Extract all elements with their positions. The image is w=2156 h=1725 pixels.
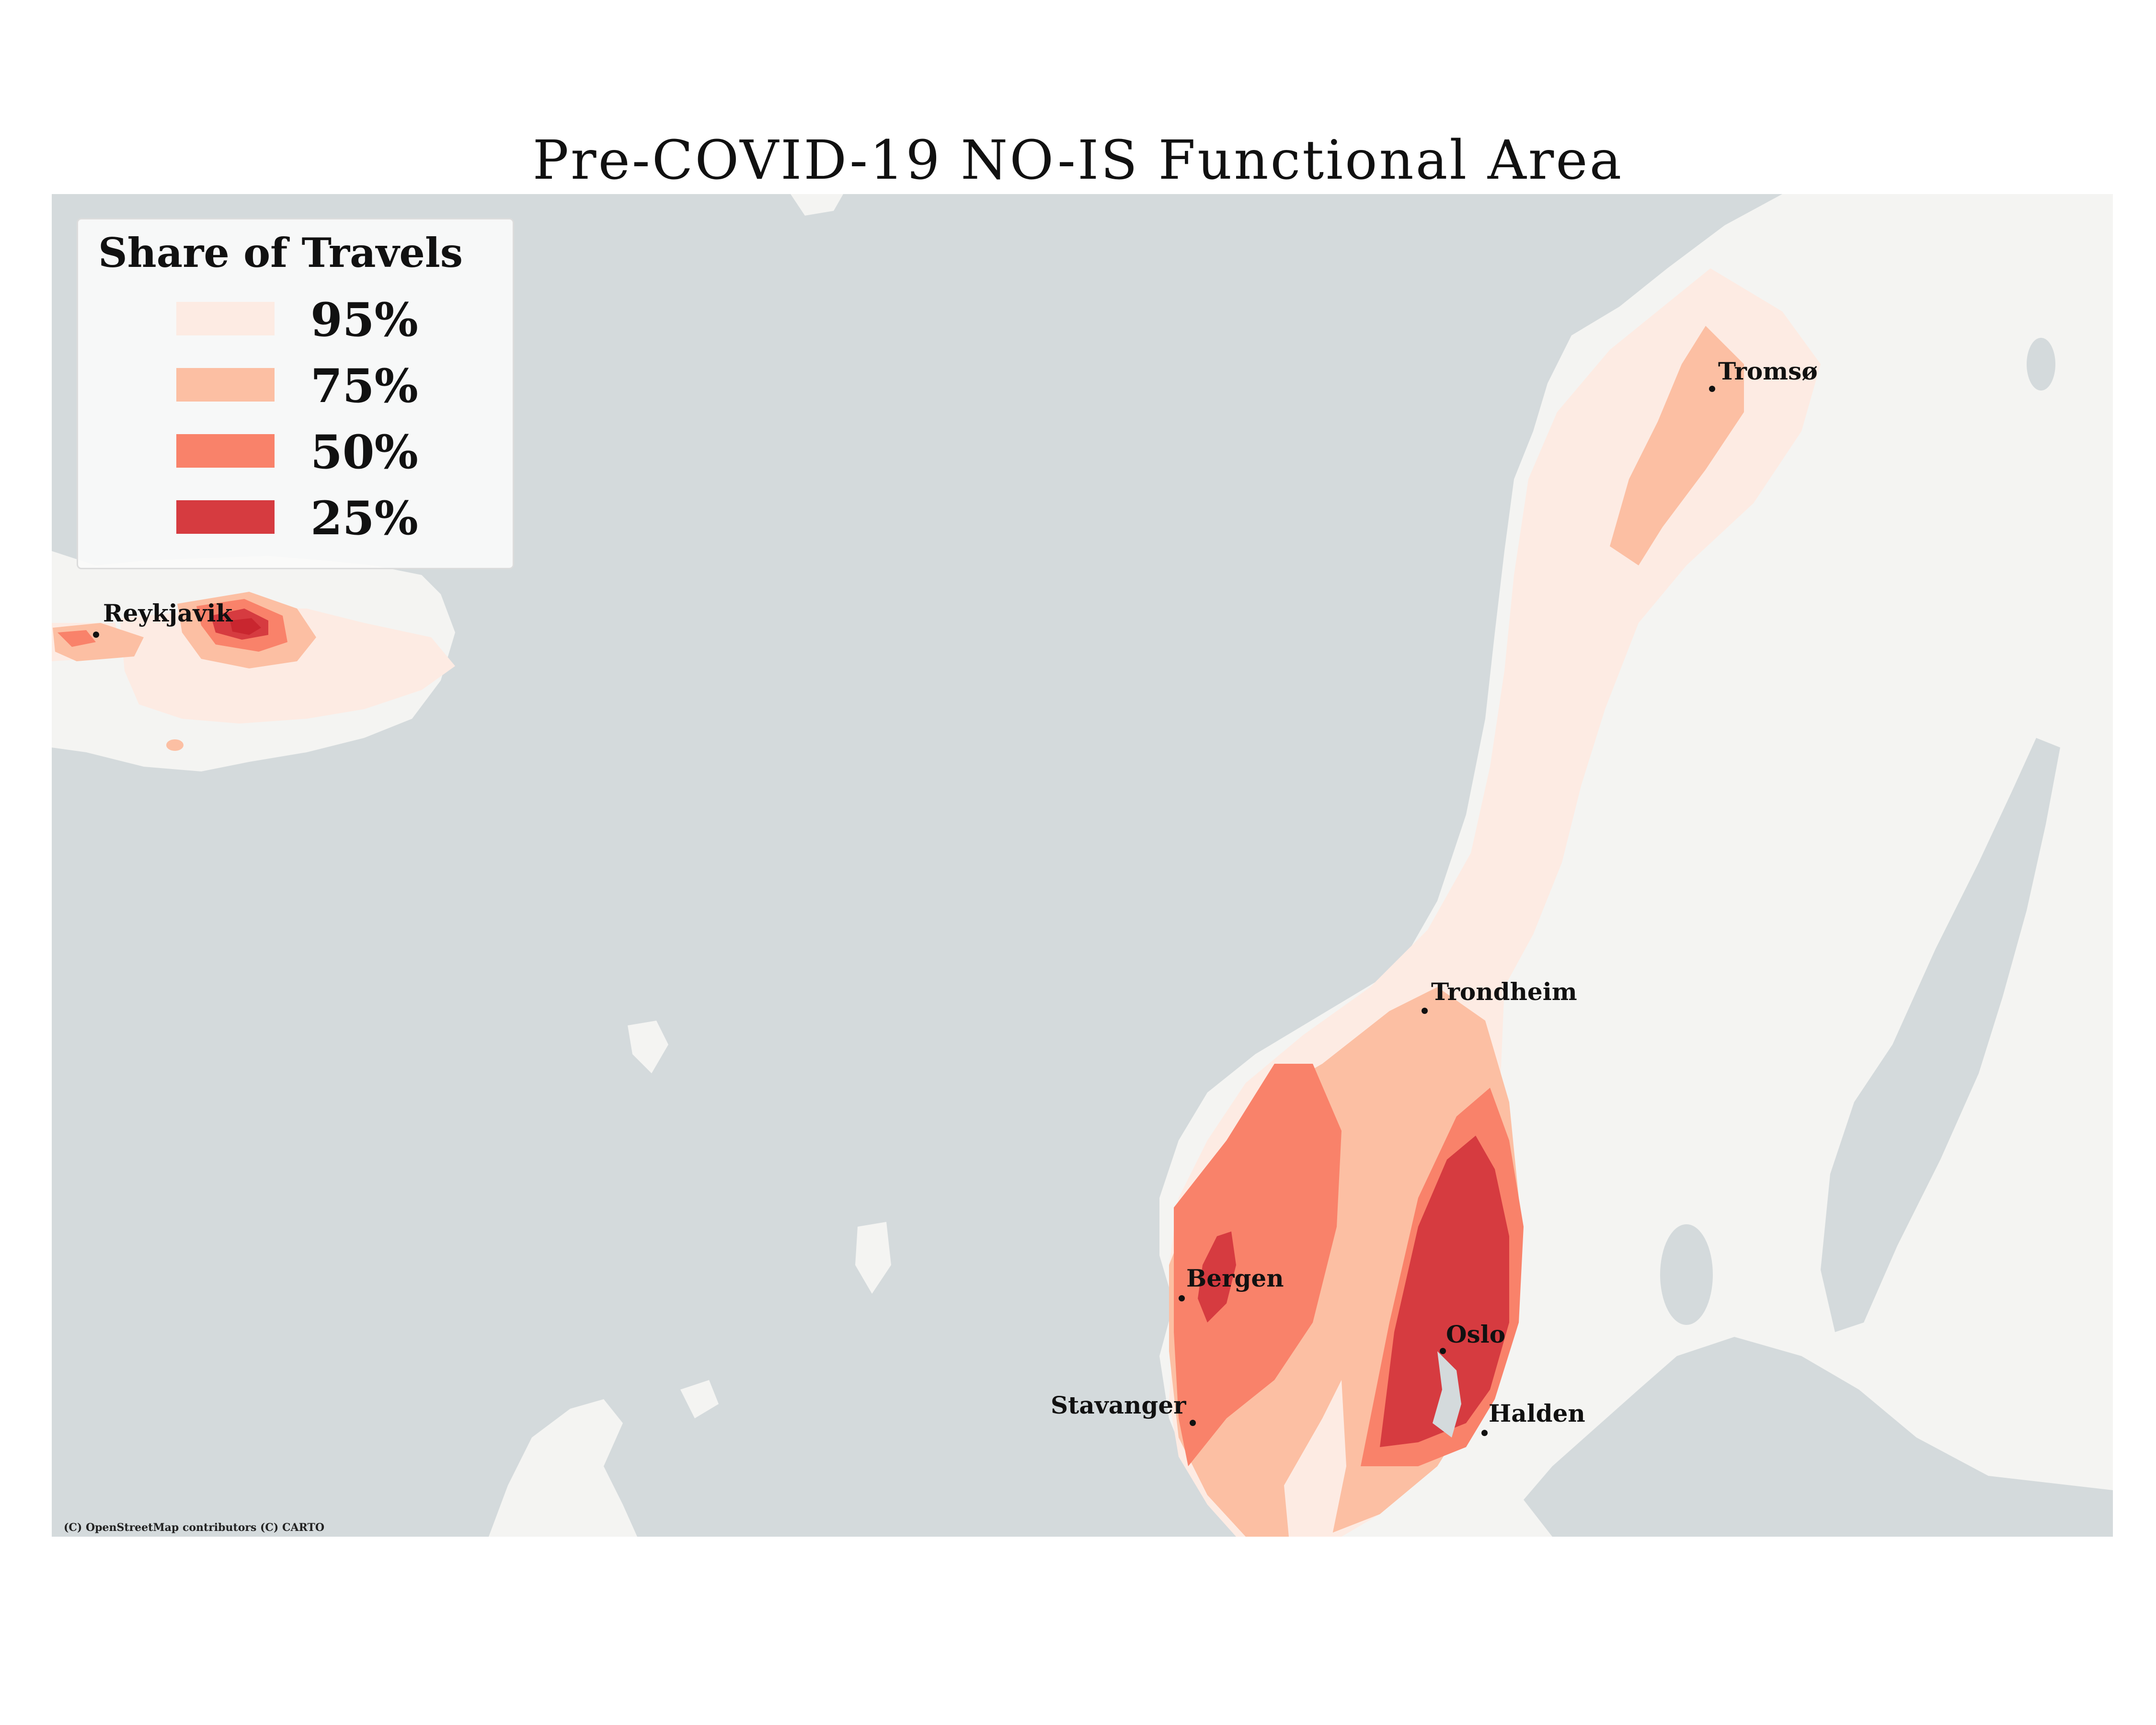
scotland-land	[489, 1399, 637, 1537]
lake	[2027, 338, 2055, 391]
city-label-stavanger: Stavanger	[1051, 1391, 1186, 1419]
city-label-reykjavik: Reykjavik	[103, 599, 233, 627]
orkney-islands	[680, 1380, 719, 1418]
city-label-halden: Halden	[1489, 1399, 1585, 1427]
legend: Share of Travels 95% 75% 50% 25%	[77, 218, 514, 569]
oslofjord	[1433, 1351, 1461, 1438]
lake	[1660, 1224, 1713, 1325]
greenland-tip	[791, 194, 843, 216]
norway-contours	[1169, 268, 1821, 1537]
legend-swatch	[176, 500, 275, 534]
city-marker-halden[interactable]	[1481, 1430, 1488, 1436]
iceland-contours	[52, 592, 455, 751]
iceland-band-25-core	[230, 618, 261, 635]
city-label-trondheim: Trondheim	[1431, 978, 1577, 1006]
norway-band-25-west	[1198, 1231, 1236, 1322]
city-label-tromso: Tromsø	[1718, 357, 1818, 385]
map-attribution: (C) OpenStreetMap contributors (C) CARTO	[64, 1521, 324, 1534]
legend-label: 75%	[310, 359, 418, 413]
city-marker-trondheim[interactable]	[1422, 1008, 1428, 1014]
legend-label: 95%	[310, 293, 418, 347]
legend-title: Share of Travels	[98, 229, 463, 276]
legend-swatch	[176, 302, 275, 335]
legend-swatch	[176, 434, 275, 468]
legend-swatch	[176, 368, 275, 402]
city-marker-reykjavik[interactable]	[93, 632, 99, 638]
city-marker-oslo[interactable]	[1440, 1348, 1446, 1354]
shetland-islands	[855, 1222, 891, 1294]
norway-band-25-east	[1380, 1136, 1509, 1447]
norway-band-50-west	[1174, 1064, 1342, 1466]
city-marker-bergen[interactable]	[1179, 1295, 1185, 1301]
city-marker-tromso[interactable]	[1709, 386, 1715, 392]
faroe-islands	[628, 1021, 668, 1073]
baltic-sea	[1524, 1337, 2113, 1537]
city-label-bergen: Bergen	[1186, 1264, 1284, 1292]
map-title: Pre-COVID-19 NO-IS Functional Area	[532, 129, 1624, 192]
map-canvas[interactable]: (C) OpenStreetMap contributors (C) CARTO	[52, 194, 2113, 1537]
legend-label: 25%	[310, 491, 418, 545]
city-marker-stavanger[interactable]	[1190, 1420, 1196, 1426]
lake	[1725, 1361, 1763, 1438]
iceland-islet	[166, 739, 183, 751]
legend-label: 50%	[310, 425, 418, 479]
iceland-band-50-west	[57, 630, 96, 647]
norway-band-95-inlet	[1284, 1380, 1346, 1537]
gulf-of-bothnia	[1821, 738, 2060, 1332]
city-label-oslo: Oslo	[1446, 1320, 1506, 1348]
